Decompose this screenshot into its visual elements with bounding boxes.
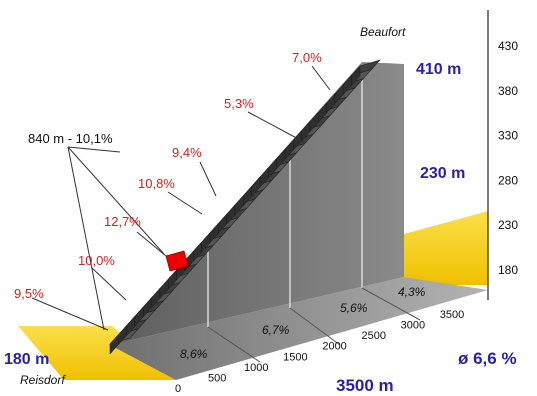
x-tick-label: 0 — [175, 383, 181, 395]
floor-divider — [207, 326, 261, 363]
ground-plane-left — [18, 326, 176, 380]
x-tick-label: 1000 — [244, 362, 268, 374]
section-gradient-label: 8,6% — [180, 347, 208, 361]
ground-plane-right — [404, 211, 488, 285]
gradient-label: 9,5% — [14, 286, 44, 301]
summit-elevation-label: 410 m — [416, 61, 461, 78]
profile-steps — [109, 59, 381, 355]
profile-floor — [110, 277, 488, 380]
gradient-label: 12,7% — [104, 214, 141, 229]
max-gradient-label: 840 m - 10,1% — [28, 131, 113, 146]
gradient-label: 5,3% — [224, 96, 254, 111]
x-tick-label: 3000 — [401, 320, 425, 332]
y-tick-label: 330 — [498, 129, 518, 143]
gradient-label: 9,4% — [172, 145, 202, 160]
x-tick-label: 2500 — [361, 330, 385, 342]
leader-lines — [31, 65, 331, 331]
start-elevation-label: 180 m — [4, 351, 49, 368]
x-tick-label: 2000 — [322, 341, 346, 353]
y-tick-label: 430 — [498, 39, 518, 53]
elevation-gain-label: 230 m — [420, 165, 465, 182]
gradient-label: 10,0% — [78, 253, 115, 268]
summit-place-label: Beaufort — [360, 25, 406, 39]
start-place-label: Reisdorf — [20, 373, 66, 387]
y-tick-label: 280 — [498, 173, 518, 187]
x-tick-label: 500 — [208, 372, 226, 384]
gradient-label: 10,8% — [138, 176, 175, 191]
average-gradient-label: ø 6,6 % — [458, 349, 517, 368]
gradient-label: 7,0% — [292, 50, 322, 65]
y-tick-labels: 430 380 330 280 230 180 — [498, 39, 518, 277]
profile-step-face — [351, 65, 361, 86]
y-tick-label: 380 — [498, 84, 518, 98]
x-tick-label: 3500 — [440, 309, 464, 321]
section-gradient-label: 4,3% — [398, 285, 426, 299]
section-gradient-label: 6,7% — [262, 323, 290, 337]
floor-divider — [361, 287, 421, 321]
x-tick-labels: 0 500 1000 1500 2000 2500 3000 3500 — [175, 309, 464, 395]
distance-label: 3500 m — [336, 376, 394, 395]
y-tick-label: 230 — [498, 218, 518, 232]
y-tick-label: 180 — [498, 263, 518, 277]
max-gradient-segment — [165, 250, 189, 272]
section-gradient-label: 5,6% — [340, 301, 368, 315]
floor-divider — [289, 307, 341, 346]
x-tick-label: 1500 — [283, 351, 307, 363]
